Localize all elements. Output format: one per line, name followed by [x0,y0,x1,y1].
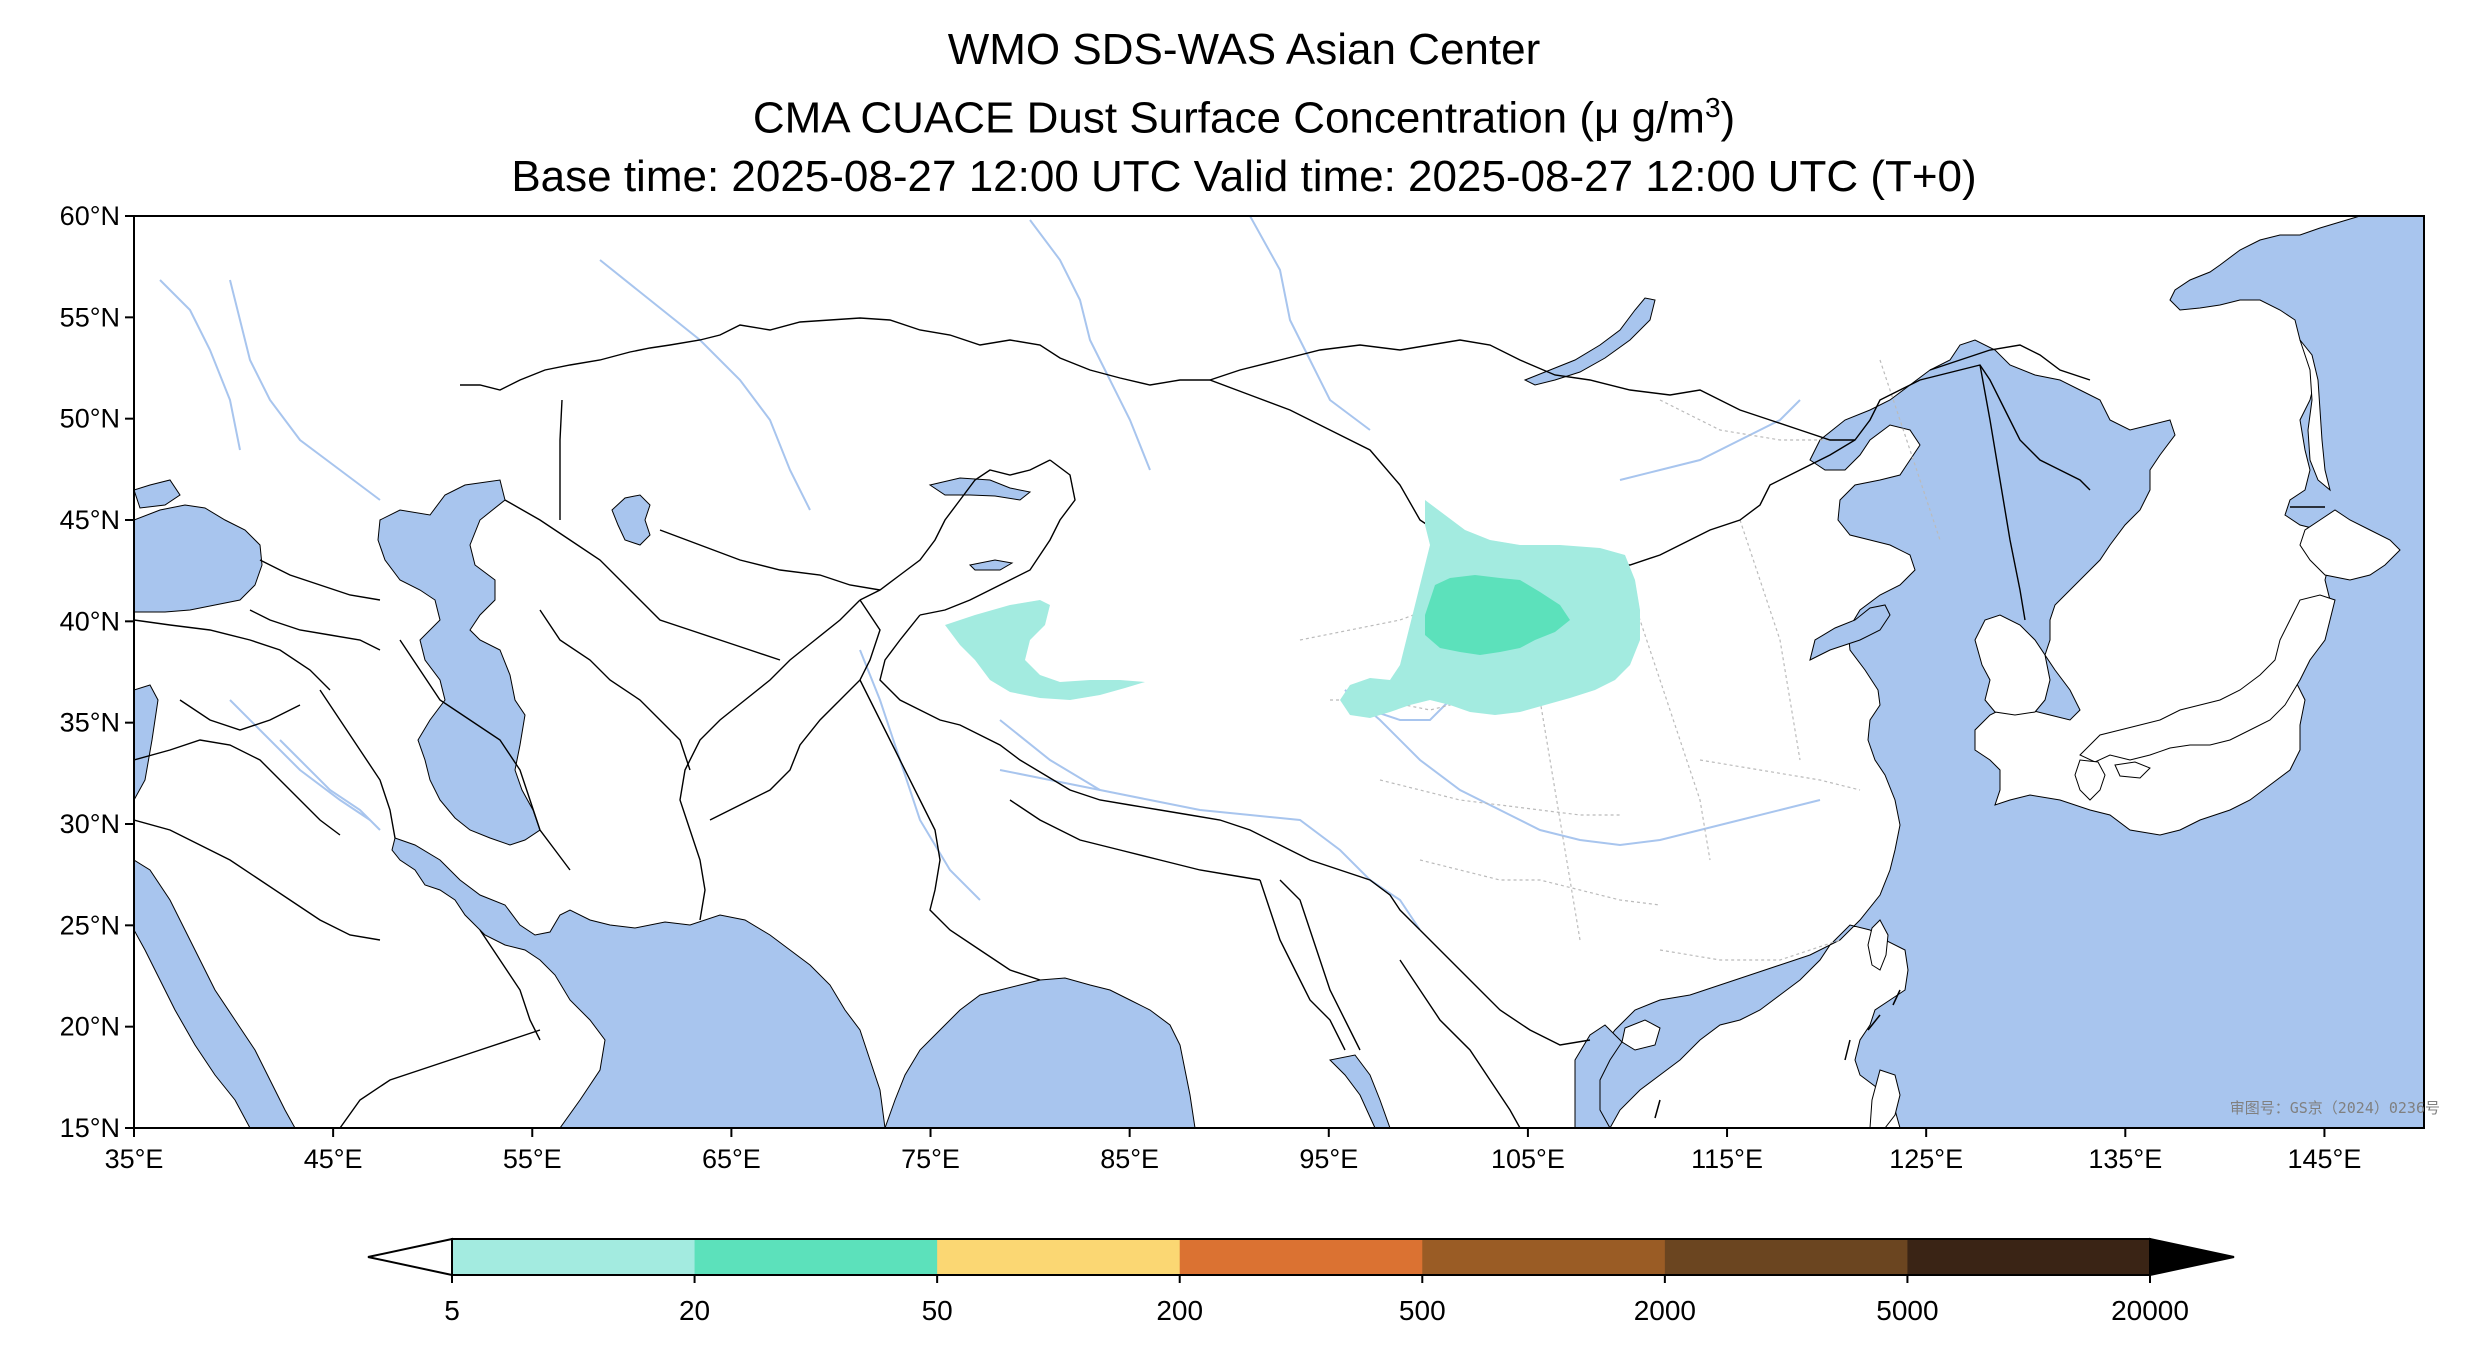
lake-baikal [1523,297,1656,386]
aral-sea [611,494,651,546]
lat-tick-label: 35°N [60,708,120,738]
luzon [1869,1069,1901,1128]
lat-tick-label: 25°N [60,910,120,940]
colorbar-tick-label: 5 [444,1295,460,1326]
dust-tarim-5-20 [945,600,1145,700]
chart-subtitle: CMA CUACE Dust Surface Concentration (μ … [0,94,2488,141]
lat-tick-label: 55°N [60,302,120,332]
gulf-of-tonkin [1574,1024,1623,1128]
arabian-sea [391,837,886,1128]
lon-tick-label: 85°E [1100,1144,1159,1174]
lon-tick-label: 45°E [304,1144,363,1174]
lat-tick-label: 50°N [60,404,120,434]
japan-honshu [2079,594,2336,763]
black-sea [134,479,263,613]
colorbar: 5 20 50 200 500 2000 5000 20000 [367,1237,2235,1326]
andaman-sea [1328,1054,1391,1128]
minor-marks [1654,506,2325,1119]
colorbar-segment [1422,1239,1666,1275]
japan-kyushu [2074,759,2106,801]
bohai-sea [1809,604,1891,661]
lat-tick-label: 30°N [60,809,120,839]
colorbar-segment [452,1239,696,1275]
lon-tick-label: 75°E [901,1144,960,1174]
colorbar-extend-high [2149,1237,2235,1277]
mediterranean-sea [134,684,159,801]
lat-tick-label: 15°N [60,1113,120,1143]
lake-balkhash [928,477,1032,501]
lat-tick-label: 40°N [60,606,120,636]
colorbar-segment [1179,1239,1423,1275]
colorbar-tick-label: 20 [679,1295,710,1326]
japan-shikoku [2114,761,2151,779]
lake-issyk-kul [968,559,1014,571]
chart-title: WMO SDS-WAS Asian Center [947,25,1541,74]
approval-number: 审图号：GS京（2024）0236号 [2230,1099,2440,1117]
lon-tick-label: 125°E [1889,1144,1963,1174]
colorbar-segment [1907,1239,2151,1275]
taiwan [1867,919,1889,971]
longitude-axis: 35°E 45°E 55°E 65°E 75°E 85°E 95°E 105°E 115°E 12… [105,1128,2362,1174]
sakhalin [2299,339,2331,492]
map-frame [133,215,2425,1129]
dust-contours [945,500,1640,718]
colorbar-tick-label: 20000 [2111,1295,2189,1326]
korea [1974,614,2051,716]
lon-tick-label: 115°E [1691,1144,1763,1174]
lon-tick-label: 65°E [702,1144,761,1174]
colorbar-tick-label: 500 [1399,1295,1446,1326]
lon-tick-label: 145°E [2288,1144,2362,1174]
japan-hokkaido [2299,509,2401,581]
units-superscript: 3 [1704,92,1721,123]
colorbar-tick-label: 50 [922,1295,953,1326]
subtitle-close: ) [1720,93,1736,143]
colorbar-segment [694,1239,938,1275]
lon-tick-label: 135°E [2088,1144,2162,1174]
lat-tick-label: 45°N [60,505,120,535]
subtitle-text: CMA CUACE Dust Surface Concentration (μ … [752,93,1705,143]
lat-tick-label: 60°N [60,201,120,231]
colorbar-frame [451,1238,2151,1276]
red-sea [134,859,296,1128]
country-borders [134,317,2091,1128]
colorbar-tick-label: 200 [1156,1295,1203,1326]
colorbar-segment [1664,1239,1908,1275]
lat-tick-label: 20°N [60,1012,120,1042]
lon-tick-label: 55°E [503,1144,562,1174]
bay-of-bengal [884,977,1196,1128]
lon-tick-label: 105°E [1491,1144,1565,1174]
latitude-axis: 15°N 20°N 25°N 30°N 35°N 40°N 45°N 50°N 55°N 60°N [60,201,134,1143]
colorbar-segment [937,1239,1181,1275]
map-geography [134,216,2424,1128]
colorbar-extend-low [367,1237,453,1277]
lon-tick-label: 95°E [1299,1144,1358,1174]
base-valid-time: Base time: 2025-08-27 12:00 UTC Valid ti… [511,152,1977,201]
lon-tick-label: 35°E [105,1144,164,1174]
dust-badain-jaran-20-50 [1425,575,1570,655]
colorbar-tick-label: 5000 [1876,1295,1938,1326]
colorbar-tick-label: 2000 [1634,1295,1696,1326]
